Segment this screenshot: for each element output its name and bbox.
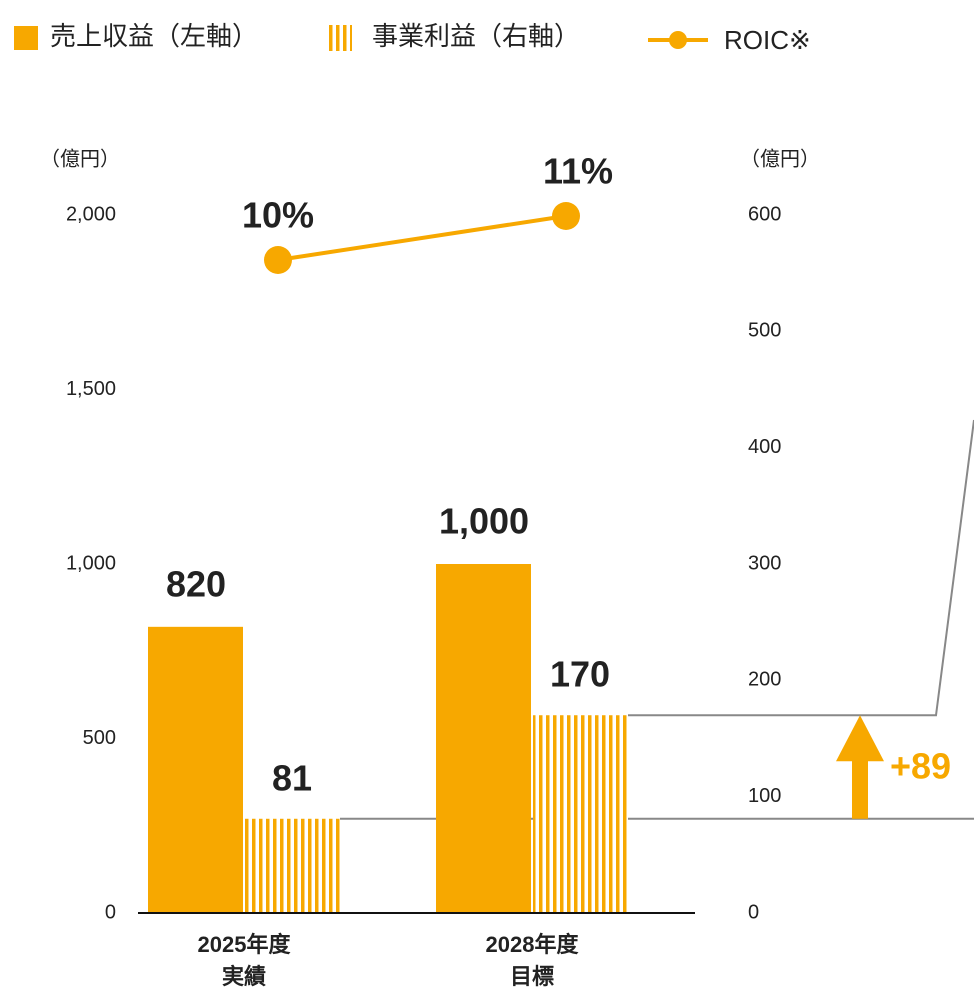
y2-tick-label: 100 bbox=[748, 785, 781, 807]
annotation: +89 bbox=[890, 746, 951, 787]
x-tick-label: 2028年度 bbox=[486, 932, 580, 957]
data-label: 170 bbox=[550, 654, 610, 695]
x-tick-label: 2025年度 bbox=[198, 932, 292, 957]
data-label: 1,000 bbox=[439, 501, 529, 542]
y2-tick-label: 0 bbox=[748, 901, 759, 923]
data-label: 11% bbox=[543, 151, 613, 192]
data-label: 81 bbox=[272, 757, 312, 798]
legend-label: ROIC※ bbox=[724, 25, 811, 55]
legend-swatch bbox=[14, 26, 38, 50]
connector bbox=[628, 419, 974, 717]
arrow-head bbox=[836, 715, 884, 762]
y2-tick-label: 300 bbox=[748, 552, 781, 574]
bar bbox=[245, 818, 340, 913]
y2-tick-label: 400 bbox=[748, 436, 781, 458]
x-tick-sublabel: 実績 bbox=[222, 964, 266, 989]
legend-marker bbox=[669, 31, 687, 49]
y-axis-label: （億円） bbox=[40, 147, 120, 170]
y-tick-label: 1,500 bbox=[66, 378, 116, 400]
legend-swatch bbox=[328, 25, 352, 51]
bar bbox=[148, 626, 243, 913]
y-tick-label: 2,000 bbox=[66, 203, 116, 225]
line-marker bbox=[552, 202, 580, 230]
bar bbox=[436, 564, 531, 913]
x-tick-sublabel: 目標 bbox=[510, 964, 554, 989]
bar bbox=[533, 715, 628, 913]
data-label: 10% bbox=[242, 195, 314, 236]
arrow-shaft bbox=[852, 755, 868, 819]
line bbox=[277, 214, 567, 262]
y2-tick-label: 500 bbox=[748, 320, 781, 342]
y2-axis-label: （億円） bbox=[740, 147, 820, 170]
legend-label: 事業利益（右軸） bbox=[372, 21, 580, 51]
y-tick-label: 0 bbox=[105, 901, 116, 923]
legend-label: 売上収益（左軸） bbox=[50, 21, 258, 51]
data-label: 820 bbox=[166, 563, 226, 604]
line-marker bbox=[264, 246, 292, 274]
y-tick-label: 1,000 bbox=[66, 552, 116, 574]
y-tick-label: 500 bbox=[83, 727, 116, 749]
y2-tick-label: 600 bbox=[748, 203, 781, 225]
y2-tick-label: 200 bbox=[748, 669, 781, 691]
